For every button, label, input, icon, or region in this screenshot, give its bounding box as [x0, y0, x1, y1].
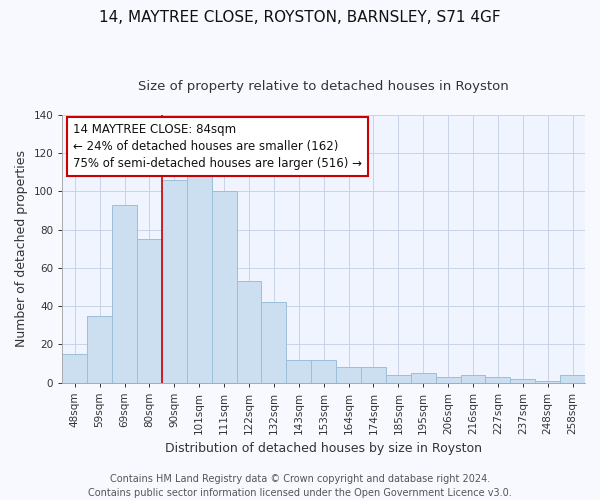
X-axis label: Distribution of detached houses by size in Royston: Distribution of detached houses by size …	[165, 442, 482, 455]
Bar	[162, 180, 187, 382]
Bar	[535, 380, 560, 382]
Text: Contains HM Land Registry data © Crown copyright and database right 2024.
Contai: Contains HM Land Registry data © Crown c…	[88, 474, 512, 498]
Bar	[411, 373, 436, 382]
Bar	[436, 377, 461, 382]
Bar	[62, 354, 87, 382]
Bar	[461, 375, 485, 382]
Title: Size of property relative to detached houses in Royston: Size of property relative to detached ho…	[138, 80, 509, 93]
Text: 14 MAYTREE CLOSE: 84sqm
← 24% of detached houses are smaller (162)
75% of semi-d: 14 MAYTREE CLOSE: 84sqm ← 24% of detache…	[73, 123, 362, 170]
Bar	[262, 302, 286, 382]
Bar	[187, 166, 212, 382]
Bar	[311, 360, 336, 382]
Bar	[286, 360, 311, 382]
Bar	[336, 367, 361, 382]
Bar	[560, 375, 585, 382]
Bar	[112, 205, 137, 382]
Bar	[236, 281, 262, 382]
Bar	[511, 378, 535, 382]
Bar	[485, 377, 511, 382]
Bar	[361, 367, 386, 382]
Y-axis label: Number of detached properties: Number of detached properties	[15, 150, 28, 348]
Text: 14, MAYTREE CLOSE, ROYSTON, BARNSLEY, S71 4GF: 14, MAYTREE CLOSE, ROYSTON, BARNSLEY, S7…	[99, 10, 501, 25]
Bar	[137, 239, 162, 382]
Bar	[212, 192, 236, 382]
Bar	[87, 316, 112, 382]
Bar	[386, 375, 411, 382]
